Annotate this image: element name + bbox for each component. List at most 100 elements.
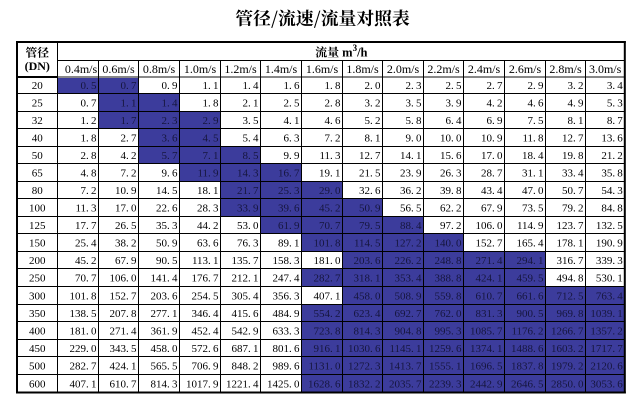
svg-text:56. 5: 56. 5 bbox=[400, 202, 422, 214]
svg-text:43. 4: 43. 4 bbox=[481, 185, 503, 197]
svg-text:25. 3: 25. 3 bbox=[278, 185, 300, 197]
svg-text:1.0m/s: 1.0m/s bbox=[184, 62, 217, 76]
svg-text:904. 8: 904. 8 bbox=[395, 325, 422, 337]
svg-text:123. 7: 123. 7 bbox=[557, 220, 584, 232]
svg-text:13. 6: 13. 6 bbox=[601, 132, 623, 144]
svg-text:106. 0: 106. 0 bbox=[110, 272, 137, 284]
svg-text:989. 6: 989. 6 bbox=[273, 360, 300, 372]
svg-text:61. 9: 61. 9 bbox=[278, 220, 300, 232]
svg-text:10. 9: 10. 9 bbox=[115, 185, 137, 197]
svg-text:565. 5: 565. 5 bbox=[151, 360, 178, 372]
svg-text:1832. 2: 1832. 2 bbox=[348, 378, 380, 390]
svg-text:1357. 2: 1357. 2 bbox=[590, 325, 622, 337]
svg-text:8. 1: 8. 1 bbox=[568, 115, 584, 127]
svg-text:831. 3: 831. 3 bbox=[476, 308, 503, 320]
svg-text:47. 0: 47. 0 bbox=[522, 185, 544, 197]
svg-text:1131. 0: 1131. 0 bbox=[308, 360, 341, 372]
svg-text:3053. 6: 3053. 6 bbox=[590, 378, 623, 390]
svg-text:125: 125 bbox=[29, 220, 46, 232]
svg-text:4. 2: 4. 2 bbox=[487, 97, 503, 109]
svg-text:801. 6: 801. 6 bbox=[273, 343, 300, 355]
svg-text:424. 1: 424. 1 bbox=[110, 360, 137, 372]
svg-text:90. 5: 90. 5 bbox=[156, 255, 178, 267]
svg-text:127. 2: 127. 2 bbox=[395, 237, 422, 249]
svg-text:1717. 7: 1717. 7 bbox=[590, 343, 623, 355]
svg-text:29. 0: 29. 0 bbox=[319, 185, 341, 197]
svg-text:62. 2: 62. 2 bbox=[440, 202, 461, 214]
svg-text:138. 5: 138. 5 bbox=[70, 308, 97, 320]
svg-text:494. 8: 494. 8 bbox=[557, 272, 584, 284]
svg-text:32. 6: 32. 6 bbox=[359, 185, 381, 197]
svg-text:1272. 3: 1272. 3 bbox=[348, 360, 381, 372]
svg-text:106. 0: 106. 0 bbox=[476, 220, 503, 232]
svg-text:100: 100 bbox=[29, 202, 46, 214]
svg-text:12. 7: 12. 7 bbox=[359, 150, 381, 162]
svg-text:18. 1: 18. 1 bbox=[197, 185, 218, 197]
svg-text:101. 8: 101. 8 bbox=[70, 290, 97, 302]
svg-text:35. 3: 35. 3 bbox=[156, 220, 178, 232]
svg-text:89. 1: 89. 1 bbox=[278, 237, 299, 249]
svg-text:67. 9: 67. 9 bbox=[481, 202, 503, 214]
svg-text:79. 2: 79. 2 bbox=[562, 202, 583, 214]
svg-text:271. 4: 271. 4 bbox=[110, 325, 137, 337]
svg-text:2. 1: 2. 1 bbox=[243, 97, 259, 109]
svg-text:1. 1: 1. 1 bbox=[203, 80, 219, 92]
svg-text:343. 5: 343. 5 bbox=[110, 343, 137, 355]
svg-text:15. 6: 15. 6 bbox=[440, 150, 462, 162]
svg-text:6. 3: 6. 3 bbox=[284, 132, 300, 144]
svg-text:508. 9: 508. 9 bbox=[395, 290, 422, 302]
svg-text:407. 1: 407. 1 bbox=[70, 378, 97, 390]
svg-text:63. 6: 63. 6 bbox=[197, 237, 219, 249]
svg-text:5. 8: 5. 8 bbox=[406, 115, 422, 127]
svg-text:229. 0: 229. 0 bbox=[70, 343, 97, 355]
svg-text:350: 350 bbox=[29, 308, 46, 320]
svg-text:900. 5: 900. 5 bbox=[517, 308, 544, 320]
svg-text:0. 7: 0. 7 bbox=[121, 80, 137, 92]
svg-text:178. 1: 178. 1 bbox=[557, 237, 584, 249]
svg-text:1979. 2: 1979. 2 bbox=[551, 360, 583, 372]
svg-text:10. 9: 10. 9 bbox=[481, 132, 503, 144]
svg-text:4. 9: 4. 9 bbox=[568, 97, 584, 109]
svg-text:424. 1: 424. 1 bbox=[476, 272, 503, 284]
svg-text:9. 9: 9. 9 bbox=[284, 150, 300, 162]
svg-text:11. 8: 11. 8 bbox=[522, 132, 544, 144]
svg-text:9. 0: 9. 0 bbox=[406, 132, 422, 144]
svg-text:38. 2: 38. 2 bbox=[115, 237, 136, 249]
svg-text:2. 9: 2. 9 bbox=[528, 80, 544, 92]
svg-text:4. 2: 4. 2 bbox=[121, 150, 137, 162]
svg-text:3. 5: 3. 5 bbox=[406, 97, 422, 109]
svg-text:40: 40 bbox=[32, 132, 44, 144]
svg-text:0. 9: 0. 9 bbox=[162, 80, 178, 92]
svg-text:1266. 7: 1266. 7 bbox=[551, 325, 584, 337]
svg-text:687. 1: 687. 1 bbox=[232, 343, 259, 355]
svg-text:101. 8: 101. 8 bbox=[314, 237, 341, 249]
svg-text:8. 1: 8. 1 bbox=[365, 132, 381, 144]
svg-text:1. 6: 1. 6 bbox=[284, 80, 300, 92]
svg-text:2.6m/s: 2.6m/s bbox=[509, 62, 542, 76]
svg-text:1017. 9: 1017. 9 bbox=[186, 378, 219, 390]
svg-text:5. 3: 5. 3 bbox=[607, 97, 623, 109]
svg-text:84. 8: 84. 8 bbox=[601, 202, 623, 214]
svg-text:254. 5: 254. 5 bbox=[192, 290, 219, 302]
svg-text:7. 2: 7. 2 bbox=[325, 132, 341, 144]
svg-text:3. 2: 3. 2 bbox=[568, 80, 584, 92]
svg-text:7. 2: 7. 2 bbox=[121, 167, 137, 179]
svg-text:1145. 1: 1145. 1 bbox=[389, 343, 421, 355]
svg-text:23. 9: 23. 9 bbox=[400, 167, 422, 179]
svg-text:848. 2: 848. 2 bbox=[232, 360, 259, 372]
svg-text:995. 3: 995. 3 bbox=[435, 325, 462, 337]
svg-text:339. 3: 339. 3 bbox=[596, 255, 623, 267]
svg-text:5. 2: 5. 2 bbox=[365, 115, 381, 127]
svg-text:203. 6: 203. 6 bbox=[354, 255, 381, 267]
svg-text:346. 4: 346. 4 bbox=[192, 308, 219, 320]
svg-text:17. 0: 17. 0 bbox=[115, 202, 137, 214]
svg-text:176. 7: 176. 7 bbox=[192, 272, 219, 284]
svg-text:1221. 4: 1221. 4 bbox=[226, 378, 259, 390]
svg-text:316. 7: 316. 7 bbox=[557, 255, 584, 267]
svg-text:88. 4: 88. 4 bbox=[400, 220, 422, 232]
svg-text:80: 80 bbox=[32, 185, 44, 197]
svg-text:45. 2: 45. 2 bbox=[319, 202, 340, 214]
svg-text:1.6m/s: 1.6m/s bbox=[306, 62, 339, 76]
svg-text:45. 2: 45. 2 bbox=[75, 255, 96, 267]
svg-text:459. 5: 459. 5 bbox=[517, 272, 544, 284]
